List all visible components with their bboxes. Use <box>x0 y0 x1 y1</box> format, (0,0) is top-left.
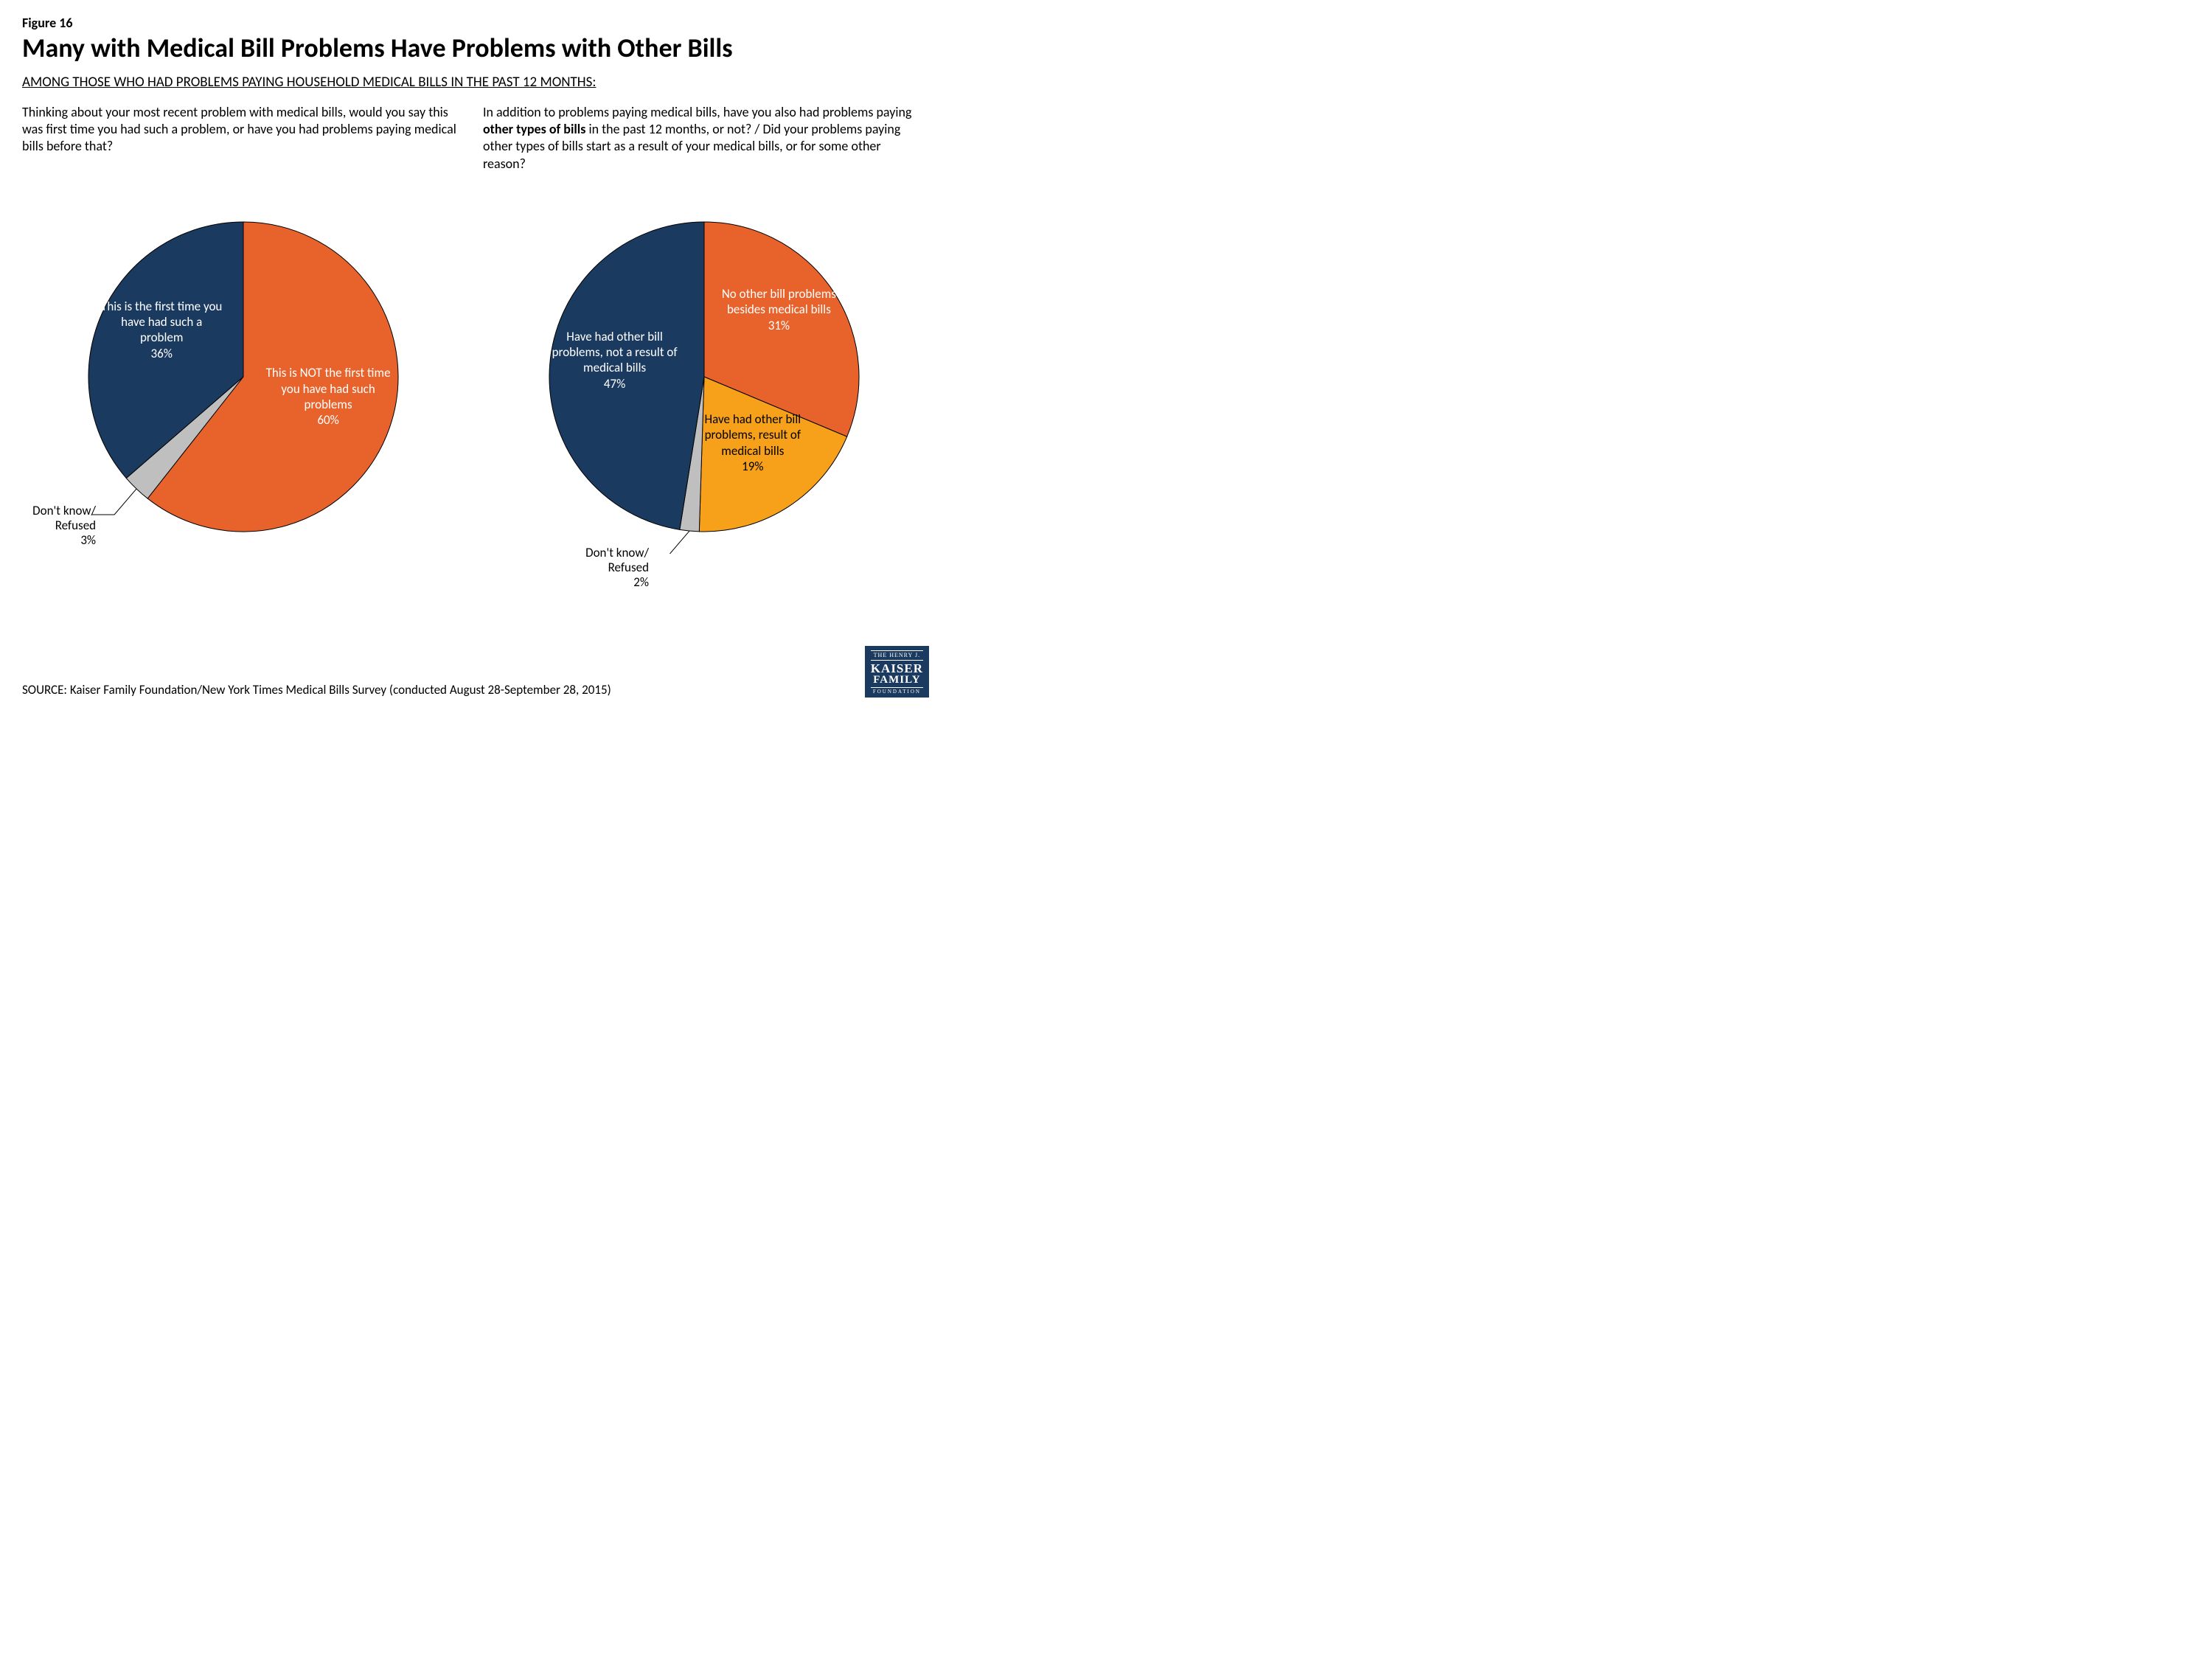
pie-slice-label: Have had other bill problems, not a resu… <box>552 329 678 392</box>
pie-slice-label: Have had other bill problems, result of … <box>690 411 815 474</box>
charts-row: Thinking about your most recent problem … <box>22 104 922 554</box>
chart-right-question: In addition to problems paying medical b… <box>483 104 922 207</box>
source-text: SOURCE: Kaiser Family Foundation/New Yor… <box>22 682 611 698</box>
pie-slice-label-external: Don't know/Refused2% <box>568 546 649 591</box>
figure-label: Figure 16 <box>22 15 922 31</box>
q-right-bold: other types of bills <box>483 121 585 137</box>
pie-slice-label-external: Don't know/Refused3% <box>15 504 96 549</box>
chart-left-pie: This is NOT the first time you have had … <box>22 215 435 554</box>
q-right-prefix: In addition to problems paying medical b… <box>483 104 911 120</box>
page-title: Many with Medical Bill Problems Have Pro… <box>22 34 922 63</box>
chart-left-col: Thinking about your most recent problem … <box>22 104 461 554</box>
subtitle: AMONG THOSE WHO HAD PROBLEMS PAYING HOUS… <box>22 74 922 91</box>
logo-line-3: FAMILY <box>871 675 923 686</box>
chart-left-question: Thinking about your most recent problem … <box>22 104 461 207</box>
pie-slice-label: This is the first time you have had such… <box>99 299 224 361</box>
logo-line-2: KAISER <box>871 662 923 675</box>
pie-slice-label: This is NOT the first time you have had … <box>265 365 391 428</box>
chart-right-col: In addition to problems paying medical b… <box>483 104 922 554</box>
logo-line-1: THE HENRY J. <box>871 650 923 661</box>
chart-right-pie: No other bill problems besides medical b… <box>483 215 896 554</box>
pie-slice-label: No other bill problems besides medical b… <box>716 286 841 333</box>
logo-line-4: FOUNDATION <box>871 687 923 695</box>
kff-logo: THE HENRY J. KAISER FAMILY FOUNDATION <box>865 646 929 698</box>
